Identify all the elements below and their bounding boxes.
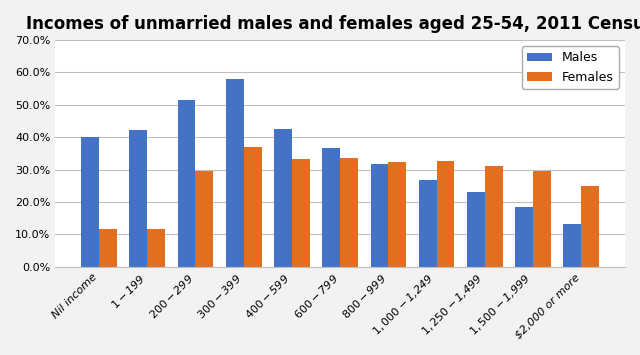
Bar bbox=[340, 158, 358, 267]
Bar bbox=[388, 162, 406, 267]
Bar bbox=[292, 159, 310, 267]
Title: Incomes of unmarried males and females aged 25-54, 2011 Census: Incomes of unmarried males and females a… bbox=[26, 15, 640, 33]
Bar bbox=[563, 224, 581, 267]
Bar bbox=[581, 186, 599, 267]
Bar bbox=[467, 192, 485, 267]
Bar bbox=[485, 166, 502, 267]
Bar bbox=[419, 180, 436, 267]
Bar bbox=[147, 229, 165, 267]
Legend: Males, Females: Males, Females bbox=[522, 47, 619, 89]
Bar bbox=[226, 79, 244, 267]
Bar bbox=[436, 161, 454, 267]
Bar bbox=[515, 207, 533, 267]
Bar bbox=[244, 147, 262, 267]
Bar bbox=[177, 100, 195, 267]
Bar bbox=[129, 130, 147, 267]
Bar bbox=[323, 148, 340, 267]
Bar bbox=[99, 229, 117, 267]
Bar bbox=[274, 129, 292, 267]
Bar bbox=[81, 137, 99, 267]
Bar bbox=[533, 171, 551, 267]
Bar bbox=[371, 164, 388, 267]
Bar bbox=[195, 171, 213, 267]
